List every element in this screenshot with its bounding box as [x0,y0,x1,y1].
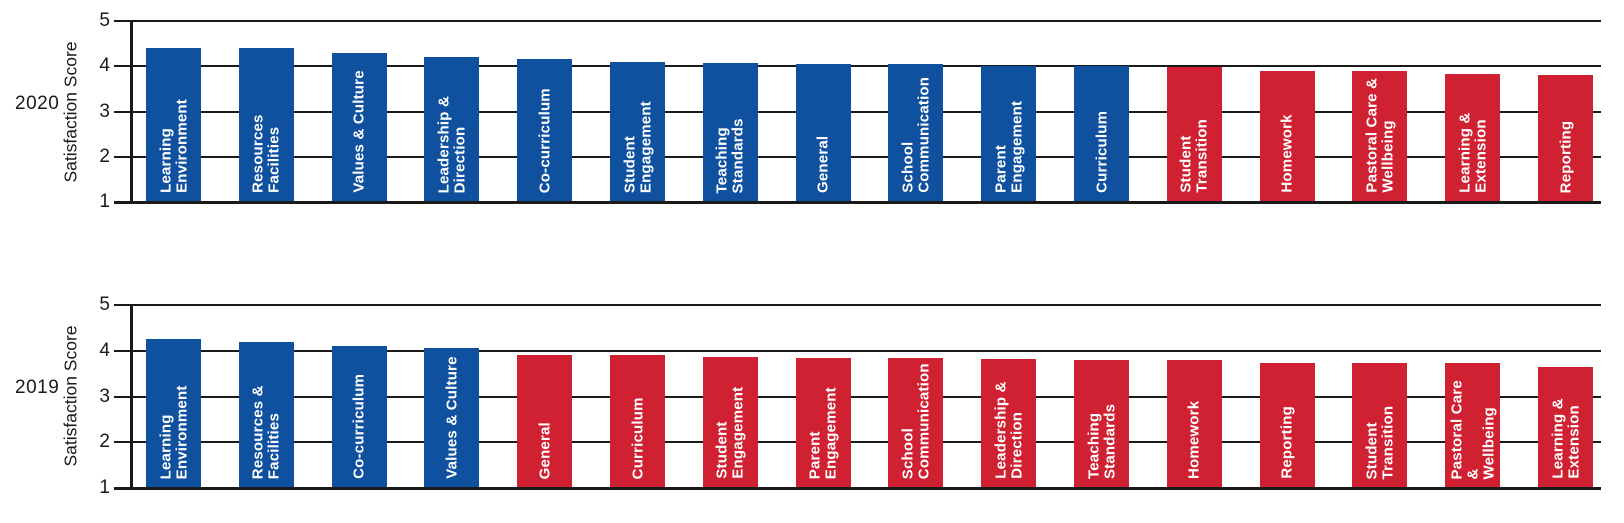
bar-teaching-standards [702,63,758,202]
gridline-y5 [114,304,1601,306]
plot-area-2020: 5 4 3 2 1 Learning Environment Resources Facil… [0,0,1624,260]
chart-2019: 2019 Satisfaction Score 5 4 3 2 1 Learning En… [0,284,1624,523]
bar-resources-facilities [238,48,294,202]
bar-learning-extension [1445,74,1501,202]
bar-student-transition [1166,66,1222,202]
bar-parent-engagement [981,66,1037,202]
gridline-y2 [114,441,1601,444]
bar-curriculum [610,355,665,488]
x-axis-line [114,201,1601,204]
y-tick-label-2: 2 [99,145,110,167]
bar-school-communication [888,357,944,488]
y-tick-label-3: 3 [99,385,110,407]
y-tick-label-4: 4 [99,339,110,361]
bar-resources-facilities [238,341,294,488]
y-tick-label-1: 1 [99,477,110,498]
y-tick-label-5: 5 [99,294,110,315]
year-label-2020: 2020 [15,93,60,114]
bar-homework [1259,70,1315,202]
bar-general [795,63,851,202]
bar-school-communication [888,64,944,202]
gridline-y5 [114,20,1601,22]
bar-leadership-direction [424,57,480,202]
bar-teaching-standards [1074,359,1129,488]
bar-leadership-direction [981,358,1037,488]
y-tick-label-2: 2 [99,431,110,453]
bar-learning-environment [146,48,201,202]
y-tick-label-3: 3 [99,100,110,122]
gridline-y3 [114,395,1601,398]
gridline-y4 [114,349,1601,352]
bar-pastoral-care-wellbeing [1445,363,1501,488]
year-label-2019: 2019 [15,377,60,398]
y-axis-line [130,304,133,490]
bar-student-engagement [610,61,665,202]
y-tick-label-1: 1 [99,191,110,212]
y-axis-line [130,20,133,204]
gridline-y2 [114,155,1601,158]
bar-parent-engagement [795,357,851,488]
bar-reporting [1538,75,1593,202]
bar-co-curriculum [517,59,573,202]
gridline-y3 [114,110,1601,113]
bar-student-transition [1352,363,1408,488]
gridline-y4 [114,65,1601,68]
bar-pastoral-care-wellbeing [1352,70,1408,202]
bar-values-culture [331,52,387,202]
bar-homework [1166,359,1222,488]
chart-2020: 2020 Satisfaction Score 5 4 3 2 1 Learning En… [0,0,1624,260]
bar-learning-extension [1538,366,1593,488]
y-tick-label-4: 4 [99,55,110,77]
bar-curriculum [1074,66,1129,202]
plot-area-2019: 5 4 3 2 1 Learning Environment Resources & Fac… [0,284,1624,523]
bar-co-curriculum [331,346,387,488]
bar-learning-environment [146,339,201,488]
x-axis-line [114,487,1601,490]
y-tick-label-5: 5 [99,10,110,31]
bar-student-engagement [702,356,758,488]
bar-reporting [1259,362,1315,488]
bar-values-culture [424,348,480,488]
bar-general [517,355,573,488]
